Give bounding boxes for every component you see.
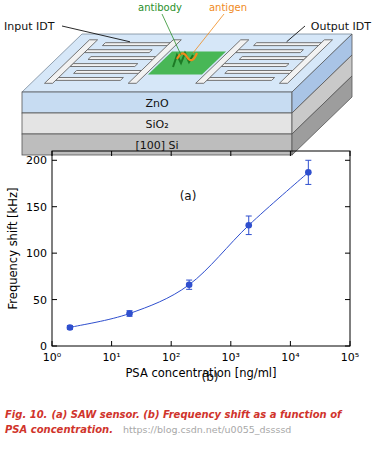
error-bar	[305, 160, 311, 184]
panel-label: (b)	[202, 370, 219, 384]
input-label: Input IDT	[4, 20, 55, 33]
layer-front	[22, 113, 292, 134]
y-tick-label: 100	[26, 247, 47, 260]
watermark: https://blog.csdn.net/u0055_dssssd	[123, 424, 291, 435]
error-cap	[305, 160, 311, 161]
layer-front	[22, 92, 292, 113]
idt-finger	[74, 71, 142, 74]
arrow	[193, 14, 224, 53]
idt-finger	[239, 57, 307, 60]
idt-finger	[207, 78, 275, 81]
arrow	[287, 26, 305, 42]
error-bar	[246, 216, 252, 235]
data-point	[305, 169, 312, 176]
x-tick-label: 10³	[222, 351, 240, 364]
y-tick	[345, 206, 350, 207]
error-cap	[246, 216, 252, 217]
x-tick-label: 10²	[162, 351, 180, 364]
y-tick	[345, 253, 350, 254]
x-tick-label: 10⁵	[341, 351, 359, 364]
series-line	[70, 172, 308, 327]
data-point	[126, 310, 133, 317]
error-cap	[186, 280, 192, 281]
idt-finger	[254, 43, 322, 46]
y-tick	[345, 160, 350, 161]
x-tick-label: 10⁴	[281, 351, 300, 364]
plot-frame	[52, 151, 350, 346]
y-tick-label: 50	[33, 294, 47, 307]
saw-diagram: ZnO SiO₂ [100] Si Input IDT Output IDT antibo…	[4, 2, 371, 203]
error-bar	[186, 280, 192, 289]
plot-data	[67, 160, 312, 330]
idt-finger	[88, 57, 156, 60]
idt	[196, 40, 333, 84]
caption-text: (a) SAW sensor. (b) Frequency shift as a…	[51, 409, 343, 420]
x-tick	[171, 151, 172, 156]
x-tick-label: 10⁰	[43, 351, 62, 364]
idt-finger	[102, 43, 170, 46]
y-axis-label: Frequency shift [kHz]	[6, 188, 20, 310]
idt-finger	[236, 50, 304, 53]
error-cap	[305, 184, 311, 185]
sensing-area	[148, 51, 226, 74]
error-bar	[127, 311, 133, 317]
y-tick	[345, 299, 350, 300]
layer-label: SiO₂	[145, 118, 168, 131]
idt-finger	[70, 64, 138, 67]
y-tick	[52, 206, 57, 207]
arrow	[162, 14, 181, 55]
antigen-label: antigen	[209, 2, 247, 13]
error-cap	[186, 289, 192, 290]
x-tick	[290, 151, 291, 156]
data-point	[245, 222, 252, 229]
figure: ZnO SiO₂ [100] Si Input IDT Output IDT antibo…	[0, 0, 375, 449]
y-tick-label: 150	[26, 201, 47, 214]
layer-side	[292, 76, 352, 155]
y-tick	[52, 253, 57, 254]
x-tick	[171, 341, 172, 346]
antigen-shape	[177, 53, 197, 60]
idt-finger	[56, 78, 124, 81]
caption-line: Fig. 10. (a) SAW sensor. (b) Frequency sh…	[5, 409, 343, 420]
data-point	[67, 324, 74, 331]
caption-number: Fig. 10.	[5, 409, 47, 420]
y-tick	[52, 160, 57, 161]
y-tick	[52, 299, 57, 300]
idt-finger	[221, 64, 289, 67]
output-label: Output IDT	[311, 20, 371, 33]
idt-finger	[84, 50, 152, 53]
x-tick	[111, 341, 112, 346]
antibody-label: antibody	[138, 2, 182, 13]
chart: 05010015020010⁰10¹10²10³10⁴10⁵PSA concen…	[6, 151, 359, 384]
x-tick	[230, 341, 231, 346]
layer-label: ZnO	[145, 97, 169, 110]
x-tick-label: 10¹	[102, 351, 120, 364]
panel-label: (a)	[180, 189, 197, 203]
x-tick	[290, 341, 291, 346]
y-tick-label: 200	[26, 154, 47, 167]
caption-line: PSA concentration.	[5, 424, 113, 435]
data-point	[186, 281, 193, 288]
x-tick	[111, 151, 112, 156]
error-cap	[246, 234, 252, 235]
layer-front	[22, 134, 292, 155]
x-tick	[230, 151, 231, 156]
idt-bus	[279, 40, 332, 84]
layer-label: [100] Si	[135, 139, 178, 152]
idt	[45, 40, 182, 84]
idt-bus	[45, 40, 98, 84]
caption: Fig. 10. (a) SAW sensor. (b) Frequency sh…	[5, 409, 343, 435]
idt-finger	[225, 71, 293, 74]
arrow	[62, 26, 130, 42]
